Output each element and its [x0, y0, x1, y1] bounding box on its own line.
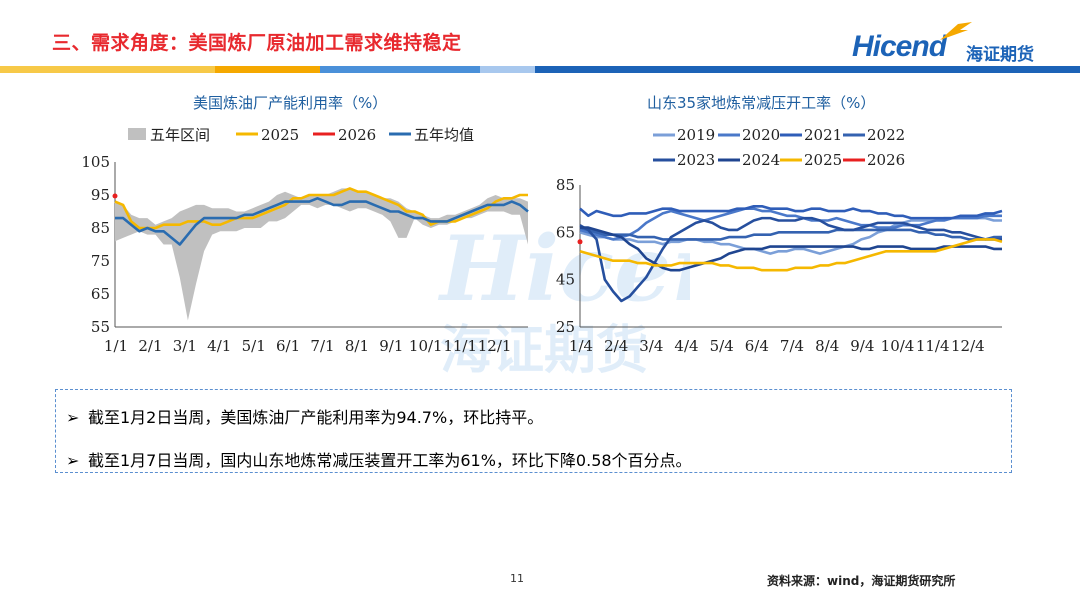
arrow-bullet-icon: ➢ — [66, 451, 80, 470]
y-tick-label: 85 — [556, 176, 575, 194]
x-tick-label: 11/1 — [443, 337, 477, 355]
logo-text-cn: 海证期货 — [966, 45, 1034, 65]
chart1-title: 美国炼油厂产能利用率（%） — [193, 94, 388, 112]
series-line-2022 — [579, 226, 1002, 241]
series-point-2026 — [112, 193, 118, 199]
legend-label-2025: 2025 — [261, 126, 299, 144]
series-line-2025 — [114, 187, 528, 230]
x-tick-label: 5/1 — [242, 337, 266, 355]
x-tick-label: 3/1 — [173, 337, 197, 355]
y-tick-label: 55 — [91, 318, 110, 336]
x-tick-label: 6/1 — [276, 337, 300, 355]
y-tick-label: 95 — [91, 186, 110, 204]
summary-box: ➢ 截至1月2日当周，美国炼油厂产能利用率为94.7%，环比持平。 ➢ 截至1月7日… — [55, 389, 1012, 473]
summary-bullet-1: ➢ 截至1月2日当周，美国炼油厂产能利用率为94.7%，环比持平。 — [66, 404, 543, 428]
legend-label-2021: 2021 — [804, 126, 842, 144]
series-point-2026 — [577, 239, 583, 245]
legend-label-2026: 2026 — [338, 126, 376, 144]
logo-wing-icon — [940, 22, 972, 40]
y-tick-label: 65 — [91, 285, 110, 303]
bullet-2-text: 截至1月7日当周，国内山东地炼常减压装置开工率为61%，环比下降0.58个百分点… — [88, 451, 692, 470]
x-tick-label: 4/4 — [674, 337, 698, 355]
x-tick-label: 7/1 — [310, 337, 334, 355]
page-title: 三、需求角度：美国炼厂原油加工需求维持稳定 — [52, 32, 462, 54]
x-tick-label: 1/4 — [569, 337, 593, 355]
series-range-band — [115, 188, 528, 321]
x-tick-label: 7/4 — [780, 337, 804, 355]
series-line-五年均值 — [115, 197, 529, 246]
bullet-1-text: 截至1月2日当周，美国炼油厂产能利用率为94.7%，环比持平。 — [88, 408, 544, 427]
chart-us-refinery-utilization: 五年区间 2025 2026 五年均值 105 95 85 75 65 551/1 2/1 3… — [81, 126, 529, 355]
x-tick-label: 8/4 — [815, 337, 839, 355]
series-line-2025 — [579, 238, 1003, 272]
x-tick-label: 12/4 — [951, 337, 985, 355]
legend-swatch-range — [128, 128, 146, 140]
page-number: 11 — [510, 572, 524, 585]
arrow-bullet-icon: ➢ — [66, 408, 80, 427]
legend-label-2024: 2024 — [742, 151, 780, 169]
y-tick-label: 75 — [91, 252, 110, 270]
chart2-legend: 2019 2020 2021 2022 2023 2024 2025 2026 — [653, 126, 905, 169]
legend-label-2025: 2025 — [804, 151, 842, 169]
legend-label-2023: 2023 — [677, 151, 715, 169]
x-tick-label: 9/1 — [379, 337, 403, 355]
x-tick-label: 11/4 — [916, 337, 950, 355]
series-line-2020 — [579, 207, 1002, 241]
chart1-legend: 五年区间 2025 2026 五年均值 — [128, 126, 474, 144]
summary-bullet-2: ➢ 截至1月7日当周，国内山东地炼常减压装置开工率为61%，环比下降0.58个百分… — [66, 447, 692, 471]
header-color-band — [0, 66, 1080, 73]
x-tick-label: 1/1 — [104, 337, 128, 355]
x-tick-label: 6/4 — [745, 337, 769, 355]
logo-text-en: Hicend — [852, 30, 947, 63]
y-tick-label: 65 — [556, 223, 575, 241]
legend-label-range: 五年区间 — [150, 126, 210, 144]
y-tick-label: 105 — [81, 153, 110, 171]
x-tick-label: 10/4 — [881, 337, 915, 355]
legend-label-2019: 2019 — [677, 126, 715, 144]
y-tick-label: 85 — [91, 219, 110, 237]
chart-shandong-refinery-rate: 2019 2020 2021 2022 2023 2024 2025 2026 … — [556, 126, 1003, 355]
legend-label-2026: 2026 — [867, 151, 905, 169]
x-tick-label: 5/4 — [710, 337, 734, 355]
series-line-2021 — [579, 205, 1003, 220]
series-line-2024 — [580, 226, 1002, 272]
legend-label-2020: 2020 — [742, 126, 780, 144]
x-tick-label: 2/1 — [138, 337, 162, 355]
chart2-title: 山东35家地炼常减压开工率（%） — [647, 94, 876, 112]
x-tick-label: 10/1 — [409, 337, 443, 355]
y-tick-label: 45 — [556, 271, 575, 289]
x-tick-label: 2/4 — [604, 337, 628, 355]
x-tick-label: 3/4 — [639, 337, 663, 355]
legend-label-avg: 五年均值 — [414, 126, 474, 144]
source-note: 资料来源：wind，海证期货研究所 — [767, 574, 956, 588]
series-line-2023 — [579, 216, 1002, 303]
legend-label-2022: 2022 — [867, 126, 905, 144]
x-tick-label: 8/1 — [345, 337, 369, 355]
x-tick-label: 4/1 — [207, 337, 231, 355]
x-tick-label: 12/1 — [478, 337, 512, 355]
x-tick-label: 9/4 — [850, 337, 874, 355]
y-tick-label: 25 — [556, 318, 575, 336]
